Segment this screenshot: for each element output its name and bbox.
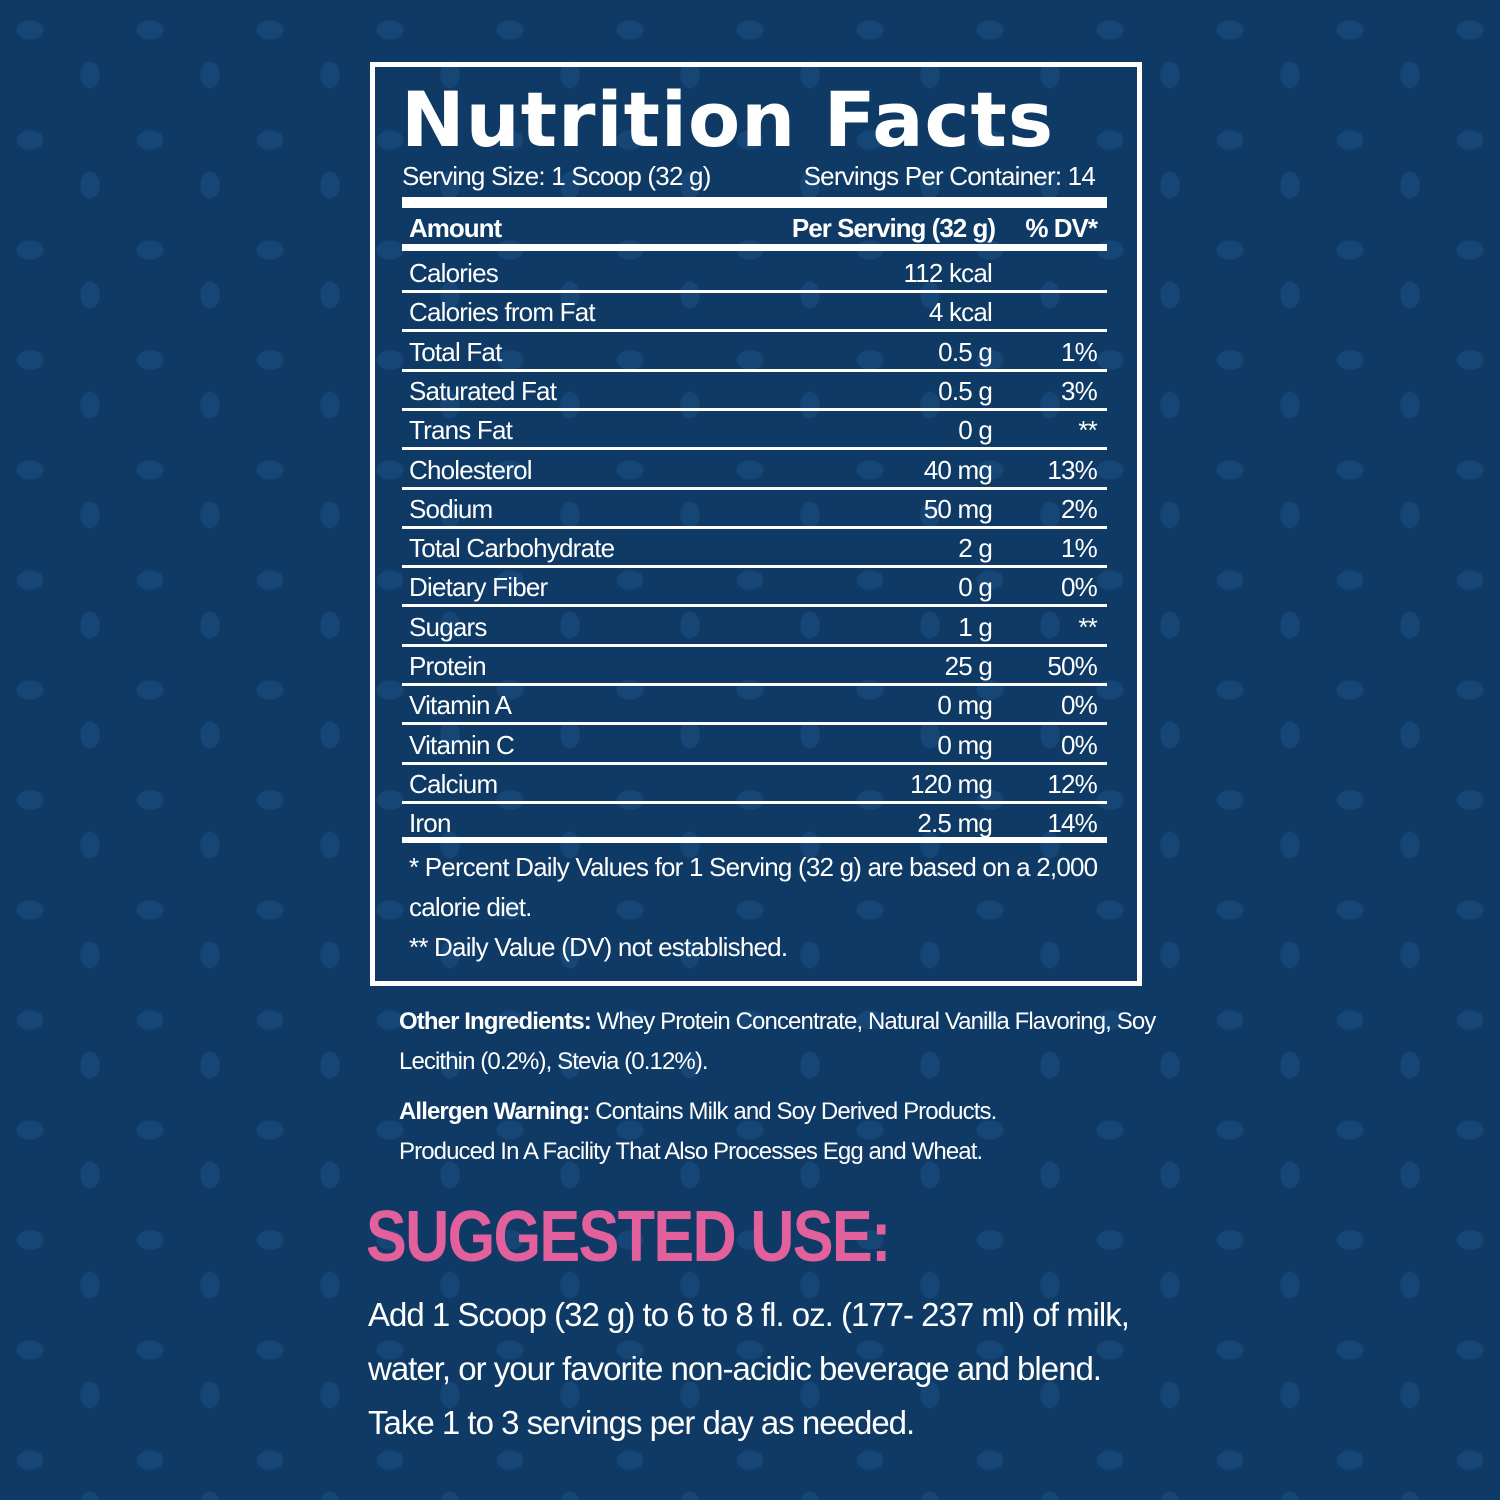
nutrient-name: Total Carbohydrate [409, 533, 615, 564]
other-ingredients: Other Ingredients: Whey Protein Concentr… [399, 1002, 1159, 1082]
footnote-dv: * Percent Daily Values for 1 Serving (32… [409, 852, 1098, 922]
nutrient-amount: 0.5 g [938, 336, 993, 367]
nutrient-dv: ** [1078, 415, 1097, 446]
footnotes: * Percent Daily Values for 1 Serving (32… [409, 847, 1099, 967]
nutrient-name: Vitamin C [409, 729, 515, 760]
nutrient-row: Calories 112 kcal [402, 254, 1107, 293]
nutrient-row: Total Carbohydrate 2 g 1% [402, 529, 1107, 569]
nutrition-facts-title: Nutrition Facts [401, 75, 1055, 164]
nutrient-row: Vitamin A 0 mg 0% [402, 686, 1107, 726]
nutrient-dv: 0% [1061, 729, 1098, 760]
suggested-use-text: Add 1 Scoop (32 g) to 6 to 8 fl. oz. (17… [368, 1296, 1130, 1441]
nutrient-dv: 1% [1061, 336, 1098, 367]
nutrient-dv: 14% [1047, 808, 1097, 839]
nutrient-row: Sugars 1 g ** [402, 608, 1107, 647]
nutrient-dv: 13% [1047, 454, 1097, 485]
nutrient-row: Calcium 120 mg 12% [402, 765, 1107, 804]
allergen-label: Allergen Warning: [399, 1098, 590, 1125]
nutrient-amount: 112 kcal [903, 258, 992, 288]
nutrient-row: Sodium 50 mg 2% [402, 490, 1107, 529]
servings-per-container: Servings Per Container: 14 [803, 161, 1096, 191]
nutrient-name: Calories [409, 258, 499, 288]
allergen-text: Contains Milk and Soy Derived Products. … [399, 1098, 997, 1165]
ingredients-text: Whey Protein Concentrate, Natural Vanill… [399, 1008, 1156, 1075]
footnote-not-established: ** Daily Value (DV) not established. [409, 932, 788, 962]
nutrient-dv: 1% [1061, 533, 1098, 564]
nutrient-amount: 2 g [958, 533, 993, 564]
nutrition-facts-panel: Nutrition Facts Serving Size: 1 Scoop (3… [370, 62, 1142, 986]
nutrient-row: Saturated Fat 0.5 g 3% [402, 372, 1107, 411]
nutrient-row: Iron 2.5 mg 14% [402, 804, 1107, 844]
nutrient-dv: 3% [1061, 375, 1098, 406]
nutrient-amount: 0.5 g [938, 375, 993, 406]
nutrient-name: Protein [409, 651, 487, 681]
nutrient-amount: 1 g [958, 611, 993, 642]
nutrient-row: Vitamin C 0 mg 0% [402, 726, 1107, 765]
amount-header: Amount [409, 213, 502, 243]
nutrient-amount: 25 g [944, 651, 993, 681]
nutrient-name: Calories from Fat [409, 297, 596, 328]
serving-size: Serving Size: 1 Scoop (32 g) [402, 161, 711, 191]
nutrient-dv: 0% [1061, 690, 1098, 721]
nutrient-name: Trans Fat [409, 415, 513, 446]
nutrient-amount: 0 mg [937, 690, 992, 721]
nutrient-name: Vitamin A [409, 690, 512, 721]
nutrient-amount: 50 mg [923, 493, 993, 524]
nutrient-amount: 4 kcal [928, 297, 993, 328]
nutrient-dv: 12% [1047, 768, 1097, 799]
nutrient-dv: 0% [1061, 572, 1098, 603]
header-divider [402, 244, 1107, 251]
nutrient-amount: 2.5 mg [917, 808, 992, 839]
nutrient-dv: 50% [1047, 651, 1097, 681]
per-serving-header: Per Serving (32 g) [791, 213, 996, 243]
thick-divider [402, 197, 1107, 208]
allergen-warning: Allergen Warning: Contains Milk and Soy … [399, 1092, 1019, 1172]
nutrient-name: Calcium [409, 768, 498, 799]
nutrient-amount: 0 mg [937, 729, 992, 760]
nutrient-name: Iron [409, 808, 451, 839]
suggested-use-heading: SUGGESTED USE: [366, 1197, 891, 1277]
nutrient-dv: ** [1078, 611, 1097, 642]
nutrient-row: Trans Fat 0 g ** [402, 411, 1107, 451]
nutrient-name: Saturated Fat [409, 375, 557, 406]
nutrient-dv: 2% [1061, 493, 1098, 524]
nutrient-name: Sugars [409, 611, 487, 642]
dv-header: % DV* [1025, 213, 1098, 243]
nutrient-row: Cholesterol 40 mg 13% [402, 451, 1107, 490]
nutrient-name: Dietary Fiber [409, 572, 548, 603]
nutrient-amount: 40 mg [923, 454, 993, 485]
nutrient-amount: 0 g [958, 572, 993, 603]
nutrient-name: Sodium [409, 493, 493, 524]
nutrient-row: Calories from Fat 4 kcal [402, 293, 1107, 333]
nutrient-name: Cholesterol [409, 454, 533, 485]
nutrient-row: Protein 25 g 50% [402, 647, 1107, 686]
nutrient-row: Dietary Fiber 0 g 0% [402, 568, 1107, 608]
nutrient-row: Total Fat 0.5 g 1% [402, 333, 1107, 372]
nutrient-name: Total Fat [409, 336, 502, 367]
nutrient-amount: 0 g [958, 415, 993, 446]
ingredients-label: Other Ingredients: [399, 1008, 592, 1035]
nutrient-amount: 120 mg [910, 768, 993, 799]
